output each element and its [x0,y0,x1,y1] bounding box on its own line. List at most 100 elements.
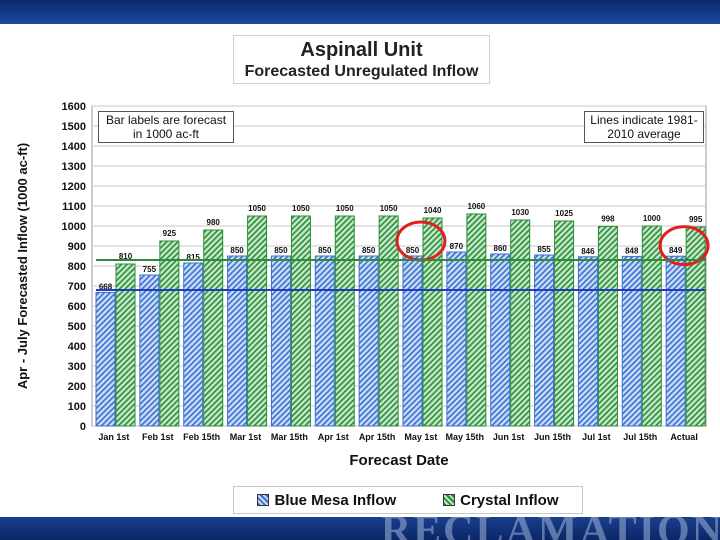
blue-mesa-data-label: 870 [450,242,464,251]
y-axis-label: Apr - July Forecasted Inflow (1000 ac-ft… [15,143,30,389]
x-tick-label: Jun 1st [493,432,525,442]
y-tick-label: 1400 [62,141,86,153]
crystal-bar [290,215,311,427]
top-banner [0,0,720,24]
blue-mesa-bar [314,255,335,427]
crystal-bar [597,225,618,427]
crystal-data-label: 810 [119,252,133,261]
legend-label-crystal: Crystal Inflow [460,491,559,509]
blue-mesa-bar [621,255,642,427]
y-tick-label: 200 [68,381,86,393]
x-tick-label: Mar 1st [230,432,262,442]
crystal-data-label: 1050 [292,204,310,213]
crystal-bar [203,229,224,427]
x-tick-label: Apr 1st [318,432,349,442]
crystal-data-label: 980 [207,218,221,227]
blue-mesa-bar [665,255,686,427]
y-tick-label: 300 [68,361,86,373]
crystal-bar [554,220,575,427]
crystal-data-label: 1030 [511,208,529,217]
chart-title: Aspinall Unit [300,39,423,61]
bar-label-note: Bar labels are forecast in 1000 ac-ft [98,111,234,143]
blue-mesa-bar [490,253,511,427]
crystal-data-label: 1060 [467,202,485,211]
blue-mesa-data-label: 855 [537,245,551,254]
green-swatch-icon [443,494,456,506]
blue-mesa-data-label: 846 [581,247,595,256]
crystal-data-label: 998 [601,214,615,223]
x-tick-label: May 1st [404,432,437,442]
crystal-data-label: 1000 [643,214,661,223]
chart-subtitle: Forecasted Unregulated Inflow [244,63,479,80]
blue-mesa-bar [446,251,467,427]
legend-item-blue-mesa: Blue Mesa Inflow [257,492,396,509]
blue-mesa-data-label: 850 [406,246,420,255]
x-tick-label: Mar 15th [271,432,308,442]
crystal-data-label: 925 [163,229,177,238]
legend-item-crystal: Crystal Inflow [443,491,559,509]
y-tick-label: 1100 [62,201,86,213]
blue-mesa-bar [139,274,160,427]
blue-mesa-bar [95,291,116,427]
blue-mesa-data-label: 850 [274,246,288,255]
y-tick-label: 500 [68,321,86,333]
bottom-banner: RECLAMATION [0,517,720,540]
x-axis-label: Forecast Date [349,452,448,469]
blue-mesa-bar [534,254,555,427]
blue-mesa-data-label: 848 [625,246,639,255]
y-tick-label: 800 [68,261,86,273]
crystal-bar [685,226,706,427]
x-tick-label: May 15th [446,432,485,442]
crystal-data-label: 1050 [248,204,266,213]
blue-mesa-bar [358,255,379,427]
blue-mesa-data-label: 850 [318,246,332,255]
y-tick-label: 700 [68,281,86,293]
blue-mesa-data-label: 755 [143,265,157,274]
crystal-bar [247,215,268,427]
chart-title-box: Aspinall Unit Forecasted Unregulated Inf… [233,35,490,84]
blue-mesa-bar [227,255,248,427]
y-tick-label: 0 [80,421,86,433]
x-tick-label: Jul 1st [582,432,611,442]
y-tick-label: 1500 [62,121,86,133]
crystal-data-label: 1025 [555,209,573,218]
crystal-bar [159,240,180,427]
blue-mesa-data-label: 860 [494,244,508,253]
y-tick-label: 900 [68,241,86,253]
blue-mesa-data-label: 849 [669,246,683,255]
average-line-note: Lines indicate 1981-2010 average [584,111,704,143]
crystal-bar [115,263,136,427]
blue-mesa-data-label: 668 [99,282,113,291]
y-tick-label: 100 [68,401,86,413]
y-tick-label: 1200 [62,181,86,193]
crystal-data-label: 1040 [424,206,442,215]
crystal-bar [466,213,487,427]
y-tick-label: 1000 [62,221,86,233]
chart-legend: Blue Mesa Inflow Crystal Inflow [233,486,583,514]
blue-swatch-icon [257,494,270,506]
crystal-bar [510,219,531,427]
blue-mesa-bar [270,255,291,427]
x-tick-label: Jun 15th [534,432,571,442]
x-tick-label: Jan 1st [98,432,129,442]
x-tick-label: Apr 15th [359,432,396,442]
crystal-data-label: 1050 [336,204,354,213]
crystal-bar [641,225,662,427]
blue-mesa-data-label: 815 [187,253,201,262]
x-tick-label: Feb 1st [142,432,174,442]
blue-mesa-bar [183,262,204,427]
highlight-circle [658,225,710,267]
x-tick-label: Actual [670,432,698,442]
y-tick-label: 400 [68,341,86,353]
blue-mesa-bar [577,256,598,427]
x-tick-label: Jul 15th [623,432,657,442]
blue-mesa-bar [402,255,423,427]
crystal-data-label: 995 [689,215,703,224]
y-tick-label: 600 [68,301,86,313]
y-tick-label: 1600 [62,101,86,113]
y-tick-label: 1300 [62,161,86,173]
legend-label-blue-mesa: Blue Mesa Inflow [274,491,397,509]
crystal-bar [378,215,399,427]
crystal-bar [422,217,443,427]
